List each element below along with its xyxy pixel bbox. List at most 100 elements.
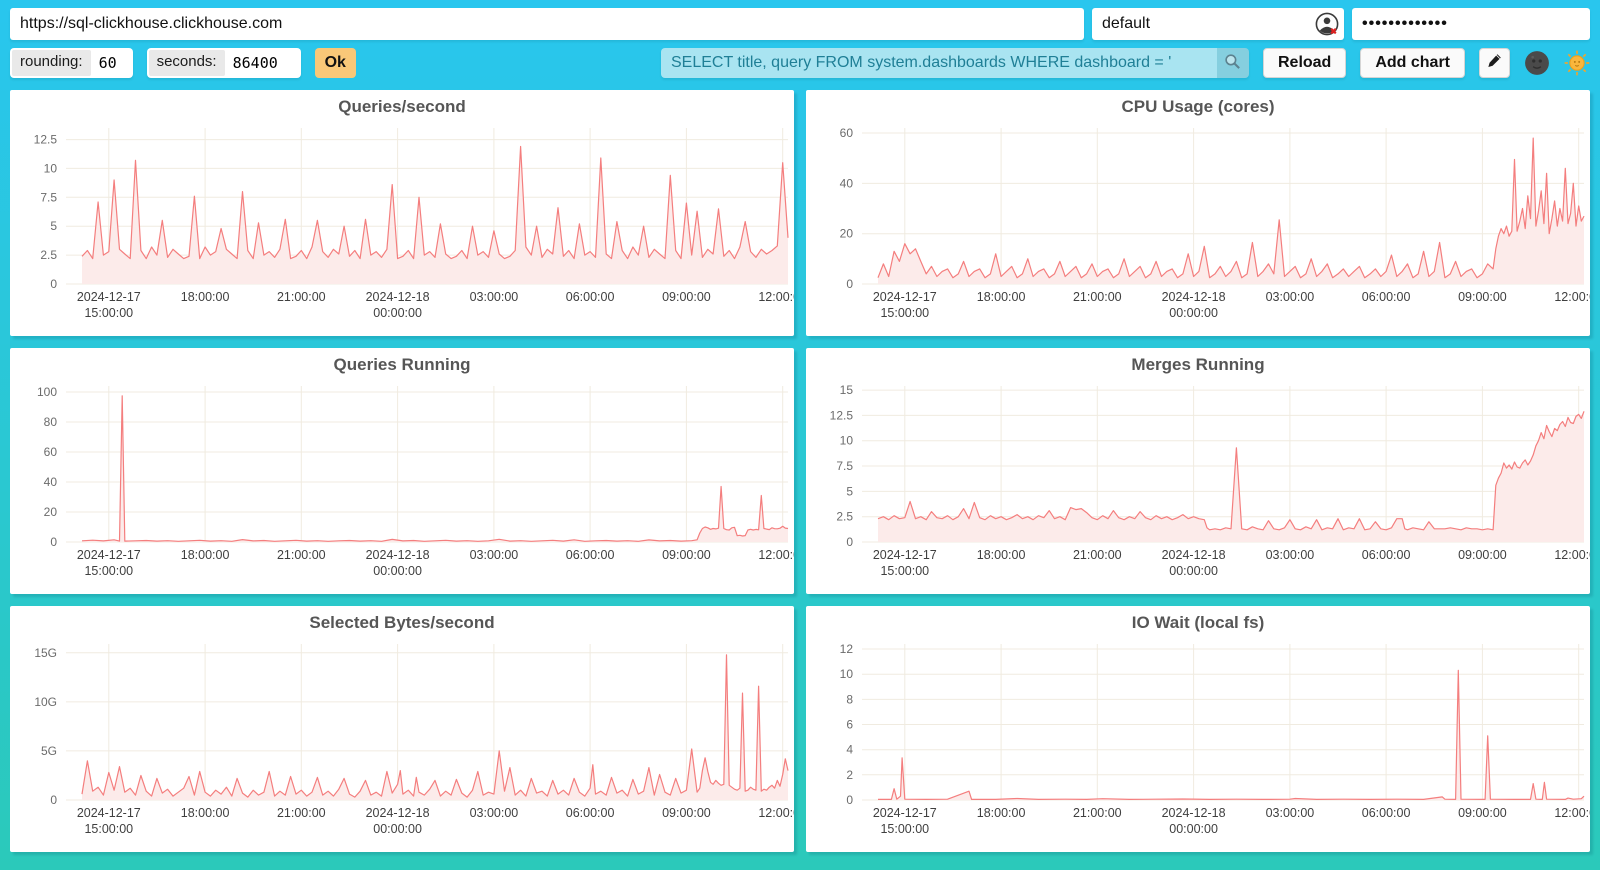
svg-text:12:00:00: 12:00:00 bbox=[758, 806, 794, 820]
reload-button[interactable]: Reload bbox=[1262, 48, 1347, 78]
svg-text:0: 0 bbox=[50, 277, 57, 291]
svg-text:06:00:00: 06:00:00 bbox=[1362, 806, 1411, 820]
svg-text:03:00:00: 03:00:00 bbox=[470, 290, 519, 304]
svg-text:20: 20 bbox=[44, 505, 58, 519]
ok-button[interactable]: Ok bbox=[314, 48, 356, 78]
svg-text:12:00:00: 12:00:00 bbox=[758, 290, 794, 304]
chart-canvas-cpu-usage[interactable]: 0 20 40 60 2024-12-17 15:00:00 18:00:00 21:00:0… bbox=[806, 120, 1590, 330]
svg-text:2024-12-18: 2024-12-18 bbox=[1162, 806, 1226, 820]
svg-text:03:00:00: 03:00:00 bbox=[1266, 290, 1315, 304]
seconds-input[interactable] bbox=[224, 50, 299, 76]
chart-title: CPU Usage (cores) bbox=[1121, 97, 1275, 116]
svg-text:2024-12-18: 2024-12-18 bbox=[1162, 290, 1226, 304]
add-chart-button[interactable]: Add chart bbox=[1360, 48, 1465, 78]
run-query-button[interactable] bbox=[1216, 48, 1249, 78]
svg-text:2024-12-17: 2024-12-17 bbox=[77, 806, 141, 820]
svg-text:18:00:00: 18:00:00 bbox=[181, 290, 230, 304]
svg-text:09:00:00: 09:00:00 bbox=[662, 548, 711, 562]
svg-text:09:00:00: 09:00:00 bbox=[1458, 806, 1507, 820]
username-input[interactable] bbox=[1092, 8, 1344, 40]
svg-text:06:00:00: 06:00:00 bbox=[566, 548, 615, 562]
svg-text:40: 40 bbox=[44, 475, 58, 489]
svg-text:15:00:00: 15:00:00 bbox=[84, 822, 133, 836]
svg-text:03:00:00: 03:00:00 bbox=[1266, 806, 1315, 820]
svg-text:20: 20 bbox=[840, 227, 854, 241]
svg-text:21:00:00: 21:00:00 bbox=[1073, 806, 1122, 820]
svg-text:00:00:00: 00:00:00 bbox=[1169, 306, 1218, 320]
svg-text:06:00:00: 06:00:00 bbox=[1362, 290, 1411, 304]
dark-theme-toggle[interactable] bbox=[1524, 50, 1550, 76]
svg-text:12.5: 12.5 bbox=[830, 408, 854, 422]
server-url-input[interactable] bbox=[10, 8, 1084, 40]
chart-title: Merges Running bbox=[1131, 355, 1265, 374]
svg-text:06:00:00: 06:00:00 bbox=[566, 806, 615, 820]
svg-text:12.5: 12.5 bbox=[34, 133, 58, 147]
svg-text:18:00:00: 18:00:00 bbox=[977, 548, 1026, 562]
dashboard-query-input[interactable] bbox=[660, 48, 1217, 78]
svg-text:8: 8 bbox=[846, 692, 853, 706]
svg-text:09:00:00: 09:00:00 bbox=[1458, 290, 1507, 304]
svg-text:2024-12-17: 2024-12-17 bbox=[873, 806, 937, 820]
svg-text:0: 0 bbox=[846, 535, 853, 549]
edit-charts-button[interactable] bbox=[1479, 48, 1510, 78]
svg-text:18:00:00: 18:00:00 bbox=[181, 806, 230, 820]
svg-text:03:00:00: 03:00:00 bbox=[470, 548, 519, 562]
svg-text:2024-12-18: 2024-12-18 bbox=[366, 548, 430, 562]
chart-title: Queries/second bbox=[338, 97, 466, 116]
svg-text:09:00:00: 09:00:00 bbox=[1458, 548, 1507, 562]
chart-canvas-queries-per-second[interactable]: 0 2.5 5 7.5 10 12.5 2024-12-17 15:00:00 18:00:00… bbox=[10, 120, 794, 330]
svg-text:100: 100 bbox=[37, 385, 57, 399]
chart-title: Queries Running bbox=[333, 355, 471, 374]
light-theme-toggle[interactable] bbox=[1564, 50, 1590, 76]
svg-text:40: 40 bbox=[840, 176, 854, 190]
svg-text:09:00:00: 09:00:00 bbox=[662, 806, 711, 820]
svg-text:03:00:00: 03:00:00 bbox=[1266, 548, 1315, 562]
svg-text:60: 60 bbox=[44, 445, 58, 459]
controls-bar: rounding: seconds: Ok Reload Add chart bbox=[10, 48, 1590, 78]
svg-text:10G: 10G bbox=[34, 695, 57, 709]
svg-text:2: 2 bbox=[846, 768, 853, 782]
svg-text:00:00:00: 00:00:00 bbox=[1169, 564, 1218, 578]
svg-text:2024-12-18: 2024-12-18 bbox=[1162, 548, 1226, 562]
rounding-label: rounding: bbox=[12, 50, 91, 76]
svg-text:06:00:00: 06:00:00 bbox=[566, 290, 615, 304]
svg-text:0: 0 bbox=[846, 277, 853, 291]
svg-text:09:00:00: 09:00:00 bbox=[662, 290, 711, 304]
svg-text:12:00:00: 12:00:00 bbox=[758, 548, 794, 562]
svg-text:5: 5 bbox=[846, 484, 853, 498]
chart-canvas-selected-bytes[interactable]: 0 5G 10G 15G 2024-12-17 15:00:00 18:00:00 21:00… bbox=[10, 636, 794, 846]
svg-text:2024-12-18: 2024-12-18 bbox=[366, 290, 430, 304]
svg-text:18:00:00: 18:00:00 bbox=[977, 290, 1026, 304]
svg-text:21:00:00: 21:00:00 bbox=[277, 290, 326, 304]
password-input[interactable] bbox=[1352, 8, 1590, 40]
svg-text:0: 0 bbox=[50, 535, 57, 549]
chart-title: IO Wait (local fs) bbox=[1131, 613, 1265, 632]
chart-canvas-io-wait[interactable]: 0 2 4 6 8 10 12 2024-12-17 15:00:00 18:00:00 21:00… bbox=[806, 636, 1590, 846]
chart-panel-cpu-usage: CPU Usage (cores) 0 20 40 60 2024-12-17 15:00… bbox=[806, 90, 1590, 336]
rounding-input[interactable] bbox=[90, 50, 131, 76]
chart-panel-selected-bytes: Selected Bytes/second 0 5G 10G 15G 2024-12-1… bbox=[10, 606, 794, 852]
chart-panel-queries-per-second: Queries/second 0 2.5 5 7.5 10 12.5 2024-12-17 1… bbox=[10, 90, 794, 336]
svg-text:18:00:00: 18:00:00 bbox=[181, 548, 230, 562]
svg-text:21:00:00: 21:00:00 bbox=[1073, 548, 1122, 562]
chart-canvas-merges-running[interactable]: 0 2.5 5 7.5 10 12.5 15 2024-12-17 15:00:00 18:00:… bbox=[806, 378, 1590, 588]
svg-text:2024-12-17: 2024-12-17 bbox=[873, 290, 937, 304]
chart-canvas-queries-running[interactable]: 0 20 40 60 80 100 2024-12-17 15:00:00 18:00:00 21… bbox=[10, 378, 794, 588]
svg-text:2.5: 2.5 bbox=[40, 248, 57, 262]
svg-text:21:00:00: 21:00:00 bbox=[1073, 290, 1122, 304]
svg-text:2024-12-17: 2024-12-17 bbox=[77, 548, 141, 562]
svg-text:2024-12-17: 2024-12-17 bbox=[873, 548, 937, 562]
user-field-wrap bbox=[1092, 8, 1344, 40]
svg-text:0: 0 bbox=[846, 793, 853, 807]
svg-text:6: 6 bbox=[846, 718, 853, 732]
svg-text:10: 10 bbox=[840, 667, 854, 681]
svg-text:15G: 15G bbox=[34, 646, 57, 660]
svg-text:12:00:00: 12:00:00 bbox=[1554, 806, 1590, 820]
svg-text:4: 4 bbox=[846, 743, 853, 757]
svg-text:10: 10 bbox=[44, 161, 58, 175]
svg-text:12: 12 bbox=[840, 642, 854, 656]
dashboard-query-group bbox=[660, 48, 1249, 78]
magnifier-icon bbox=[1223, 52, 1242, 74]
svg-text:06:00:00: 06:00:00 bbox=[1362, 548, 1411, 562]
svg-text:00:00:00: 00:00:00 bbox=[373, 822, 422, 836]
